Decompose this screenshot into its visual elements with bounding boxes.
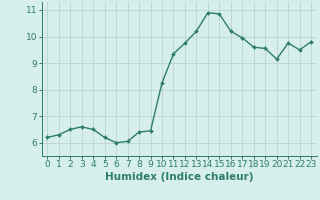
X-axis label: Humidex (Indice chaleur): Humidex (Indice chaleur) (105, 172, 253, 182)
